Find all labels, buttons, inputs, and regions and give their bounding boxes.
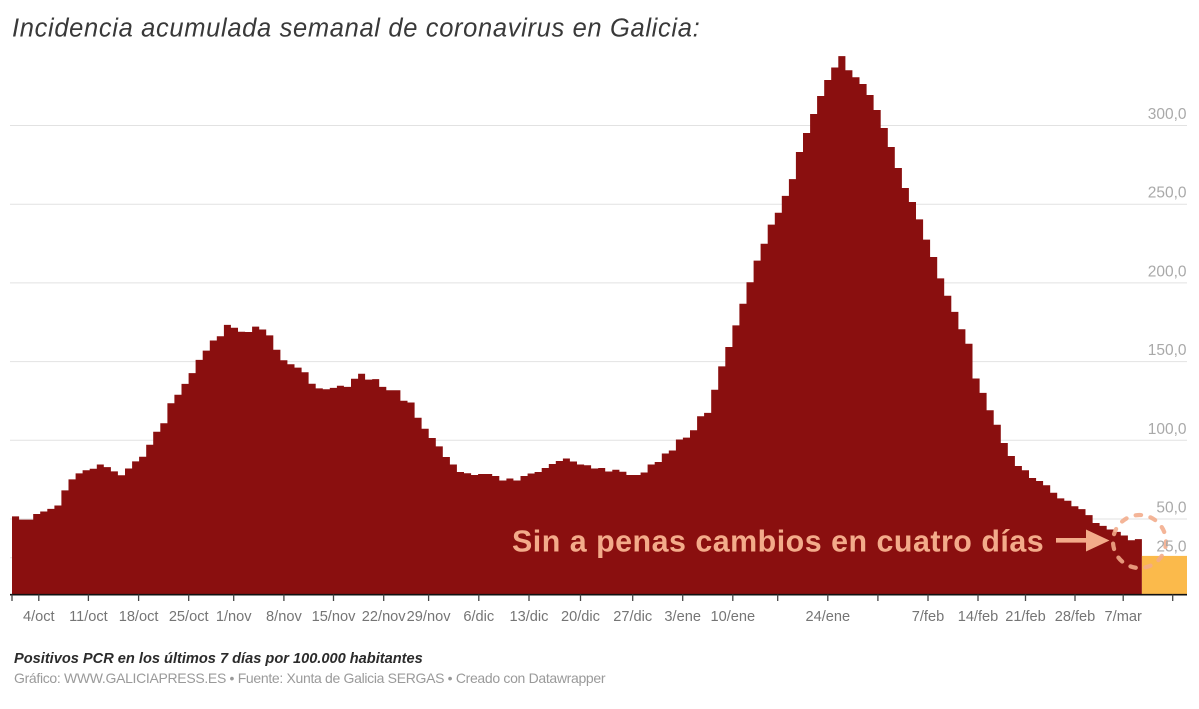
- svg-text:21/feb: 21/feb: [1005, 609, 1046, 625]
- svg-text:Incidencia acumulada semanal d: Incidencia acumulada semanal de coronavi…: [12, 15, 700, 43]
- svg-text:50,0: 50,0: [1156, 500, 1187, 517]
- svg-text:200,0: 200,0: [1148, 263, 1187, 280]
- svg-text:15/nov: 15/nov: [312, 609, 357, 625]
- svg-text:7/mar: 7/mar: [1105, 609, 1142, 625]
- svg-text:24/ene: 24/ene: [805, 609, 850, 625]
- svg-text:20/dic: 20/dic: [561, 609, 600, 625]
- svg-text:3/ene: 3/ene: [664, 609, 701, 625]
- svg-text:4/oct: 4/oct: [23, 609, 55, 625]
- svg-text:Positivos PCR en los últimos 7: Positivos PCR en los últimos 7 días por …: [14, 651, 423, 667]
- svg-text:7/feb: 7/feb: [912, 609, 944, 625]
- svg-text:18/oct: 18/oct: [119, 609, 159, 625]
- svg-text:22/nov: 22/nov: [362, 609, 407, 625]
- svg-text:27/dic: 27/dic: [613, 609, 652, 625]
- svg-text:Sin a penas cambios en cuatro: Sin a penas cambios en cuatro días: [512, 525, 1044, 559]
- svg-text:29/nov: 29/nov: [407, 609, 452, 625]
- svg-text:250,0: 250,0: [1148, 185, 1187, 202]
- svg-text:14/feb: 14/feb: [958, 609, 999, 625]
- svg-text:100,0: 100,0: [1148, 421, 1187, 438]
- svg-text:1/nov: 1/nov: [216, 609, 252, 625]
- svg-text:25,0: 25,0: [1156, 538, 1187, 555]
- svg-text:28/feb: 28/feb: [1055, 609, 1096, 625]
- svg-text:6/dic: 6/dic: [463, 609, 494, 625]
- svg-text:8/nov: 8/nov: [266, 609, 302, 625]
- svg-text:Gráfico: WWW.GALICIAPRESS.ES •: Gráfico: WWW.GALICIAPRESS.ES • Fuente: X…: [14, 670, 606, 686]
- svg-text:300,0: 300,0: [1148, 106, 1187, 123]
- svg-text:10/ene: 10/ene: [710, 609, 755, 625]
- svg-text:25/oct: 25/oct: [169, 609, 209, 625]
- svg-text:150,0: 150,0: [1148, 342, 1187, 359]
- svg-text:13/dic: 13/dic: [510, 609, 549, 625]
- svg-text:11/oct: 11/oct: [69, 609, 108, 625]
